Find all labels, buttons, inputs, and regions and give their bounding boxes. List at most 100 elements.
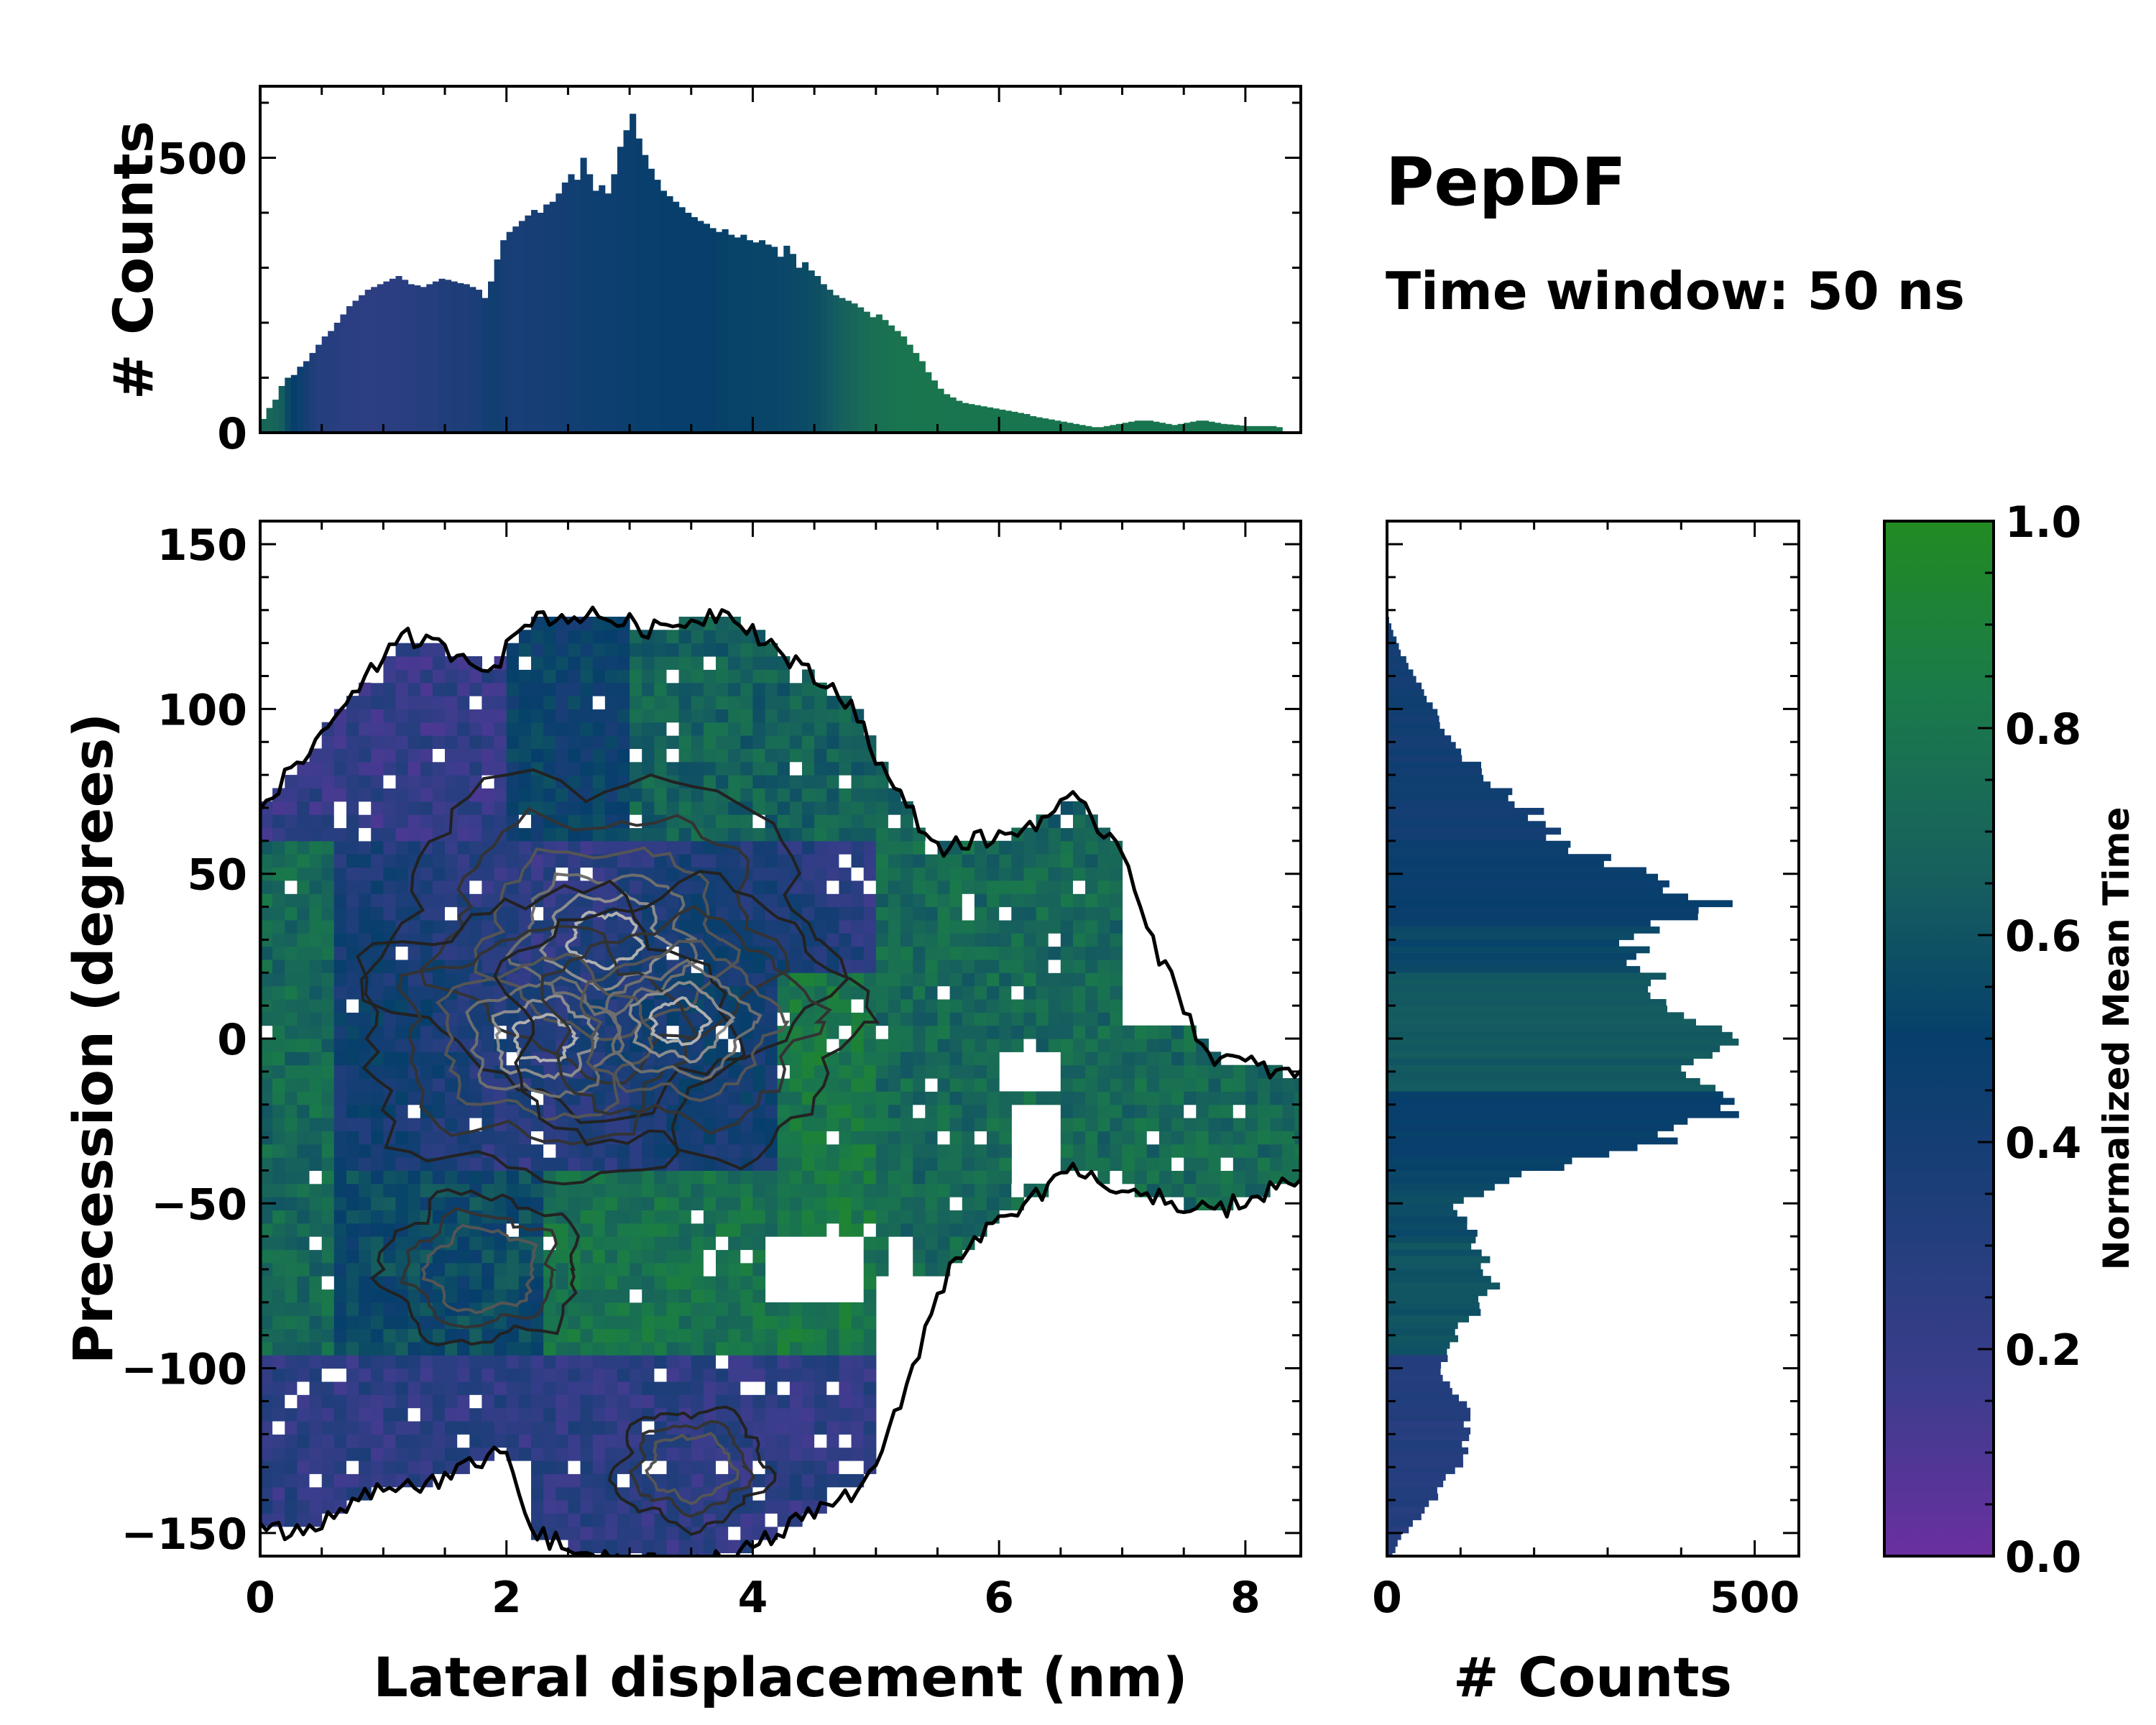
heatmap-cell-3738 (1097, 959, 1110, 973)
heatmap-cell-2211 (678, 1276, 692, 1290)
heatmap-cell-3162 (863, 1328, 877, 1343)
heatmap-cell-2176 (666, 801, 680, 815)
heatmap-cell-3003 (826, 1210, 839, 1224)
heatmap-cell-3427 (949, 1078, 963, 1092)
heatmap-cell-2479 (728, 1513, 741, 1527)
heatmap-cell-3406 (937, 933, 951, 947)
heatmap-cell-296 (321, 1355, 335, 1369)
heatmap-cell-2501 (728, 1223, 741, 1237)
heatmap-cell-3584 (1023, 1025, 1037, 1039)
heatmap-cell-51 (260, 840, 273, 855)
heatmap-cell-292 (321, 1407, 335, 1422)
heatmap-cell-3042 (826, 696, 839, 709)
heatmap-cell-3574 (1011, 906, 1024, 921)
heatmap-cell-1264 (506, 788, 520, 802)
heatmap-cell-3463 (962, 1012, 975, 1026)
top-hist-bar-89 (808, 270, 815, 433)
heatmap-cell-1101 (482, 1355, 495, 1369)
heatmap-cell-2139 (666, 1289, 680, 1303)
heatmap-cell-2491 (728, 1355, 741, 1369)
heatmap-cell-3226 (875, 1025, 889, 1039)
heatmap-cell-3596 (1023, 867, 1037, 881)
heatmap-cell-1147 (482, 748, 495, 763)
heatmap-cell-3556 (999, 893, 1012, 908)
heatmap-cell-3876 (1208, 1064, 1222, 1079)
heatmap-cell-2350 (703, 1341, 717, 1356)
heatmap-cell-147 (285, 1039, 298, 1052)
heatmap-cell-468 (359, 1473, 372, 1488)
heatmap-cell-1778 (604, 1341, 618, 1356)
heatmap-cell-3582 (1023, 1091, 1037, 1105)
right-hist-bar-122 (1387, 1414, 1470, 1422)
heatmap-cell-3470 (962, 919, 975, 934)
heatmap-cell-415 (346, 1368, 359, 1382)
heatmap-cell-3457 (962, 1091, 975, 1105)
heatmap-cell-10 (260, 1381, 273, 1395)
heatmap-cell-58 (272, 1473, 285, 1488)
heatmap-cell-3700 (1085, 1091, 1098, 1105)
heatmap-cell-3339 (913, 933, 926, 947)
heatmap-cell-1682 (580, 722, 594, 736)
heatmap-cell-2564 (740, 1328, 753, 1343)
heatmap-cell-1819 (604, 801, 618, 815)
heatmap-cell-3689 (1073, 867, 1086, 881)
top-hist-bar-140 (1122, 423, 1129, 433)
heatmap-cell-121 (285, 1381, 298, 1395)
heatmap-cell-910 (445, 1447, 458, 1461)
heatmap-cell-3272 (888, 893, 901, 908)
heatmap-cell-2903 (802, 1012, 815, 1026)
heatmap-cell-883 (432, 972, 446, 987)
right-hist-bar-7 (1387, 656, 1406, 663)
heatmap-cell-3539 (999, 1157, 1012, 1171)
right-hist-bar-12 (1387, 689, 1424, 696)
heatmap-cell-3143 (851, 814, 865, 829)
right-hist-bar-50 (1387, 939, 1619, 947)
heatmap-cell-274 (309, 880, 323, 894)
heatmap-cell-1991 (642, 1368, 655, 1382)
top-hist-bar-91 (820, 284, 827, 433)
top-hist-bar-129 (1054, 420, 1061, 433)
heatmap-cell-3936 (1294, 1170, 1301, 1184)
top-histogram-ylabel: # Counts (101, 121, 165, 400)
heatmap-cell-844 (420, 656, 433, 670)
heatmap-cell-202 (297, 1064, 310, 1079)
heatmap-cell-2832 (789, 1170, 803, 1184)
heatmap-cell-1683 (580, 709, 594, 723)
heatmap-cell-3495 (974, 985, 987, 1000)
heatmap-cell-3200 (863, 827, 877, 842)
heatmap-cell-11 (260, 1368, 273, 1382)
heatmap-cell-450 (346, 906, 359, 921)
heatmap-cell-8 (260, 1407, 273, 1422)
heatmap-cell-3496 (974, 972, 987, 987)
heatmap-cell-3842 (1184, 1157, 1197, 1171)
heatmap-cell-1037 (469, 1394, 482, 1409)
right-hist-bar-35 (1387, 840, 1571, 848)
heatmap-cell-2894 (802, 1131, 815, 1145)
contour-line-20 (420, 1223, 538, 1315)
heatmap-cell-2190 (678, 1552, 692, 1556)
heatmap-cell-3844 (1184, 1131, 1197, 1145)
heatmap-cell-1628 (580, 1434, 594, 1448)
heatmap-cell-355 (333, 1368, 347, 1382)
heatmap-cell-1777 (604, 1355, 618, 1369)
colorbar-tick-label-5: 1.0 (2005, 497, 2081, 548)
heatmap-cell-2576 (740, 1170, 753, 1184)
heatmap-cell-3387 (937, 1183, 951, 1197)
heatmap-cell-3706 (1085, 1012, 1098, 1026)
heatmap-cell-2143 (666, 1236, 680, 1251)
heatmap-cell-3607 (1036, 972, 1049, 987)
heatmap-cell-130 (285, 1262, 298, 1276)
heatmap-cell-488 (359, 1210, 372, 1224)
heatmap-cell-1141 (482, 827, 495, 842)
heatmap-cell-944 (445, 999, 458, 1013)
heatmap-cell-3926 (1270, 1078, 1283, 1092)
heatmap-cell-2944 (814, 1315, 827, 1330)
heatmap-cell-1647 (580, 1183, 594, 1197)
top-hist-bar-153 (1202, 420, 1209, 433)
heatmap-cell-1679 (580, 761, 594, 776)
heatmap-cell-2026 (642, 906, 655, 921)
heatmap-cell-2102 (654, 840, 668, 855)
heatmap-cell-3795 (1134, 1078, 1148, 1092)
heatmap-cell-3809 (1146, 1064, 1160, 1079)
heatmap-cell-1836 (617, 1526, 630, 1540)
